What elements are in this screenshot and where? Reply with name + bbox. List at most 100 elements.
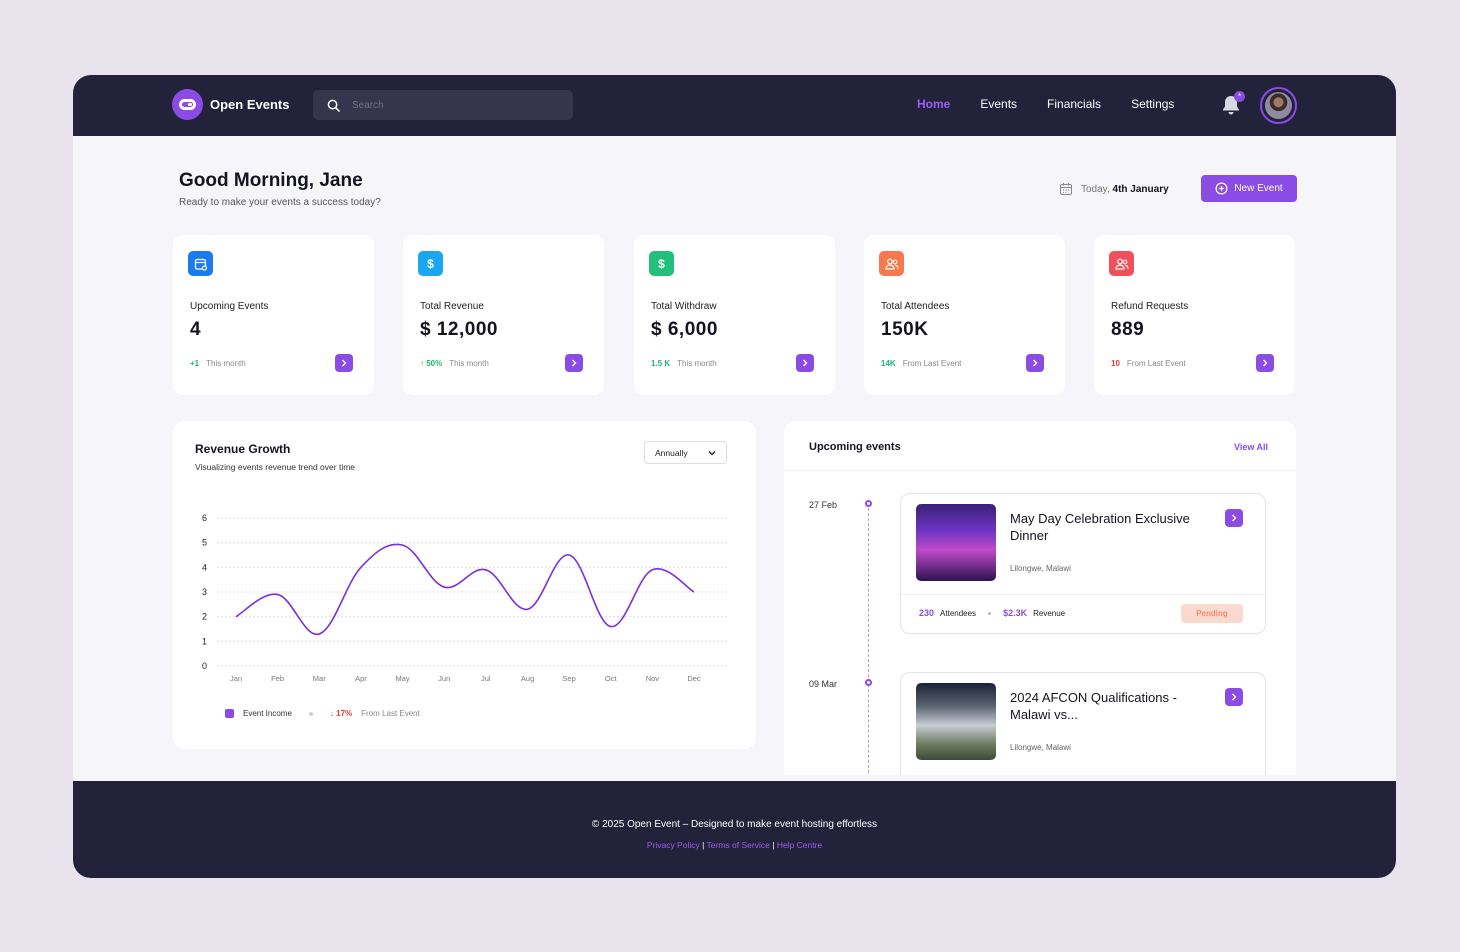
chevron-right-icon bbox=[803, 359, 808, 367]
users-icon bbox=[1109, 251, 1134, 276]
x-tick-label: Dec bbox=[687, 674, 701, 683]
calendar-icon bbox=[1060, 183, 1072, 195]
chevron-right-icon bbox=[572, 359, 577, 367]
footer-separator: | bbox=[702, 840, 705, 850]
series-line bbox=[235, 543, 695, 635]
stat-label: Total Attendees bbox=[881, 301, 950, 312]
event-card[interactable]: 2024 AFCON Qualifications - Malawi vs...… bbox=[900, 672, 1266, 775]
stat-value: $ 6,000 bbox=[651, 319, 718, 340]
legend-change-note: From Last Event bbox=[361, 709, 420, 718]
nav-home[interactable]: Home bbox=[917, 97, 951, 111]
upcoming-events-panel: Upcoming events View All 27 Feb May Day … bbox=[784, 421, 1296, 775]
period-select[interactable]: Annually bbox=[644, 441, 727, 464]
stat-detail-button[interactable] bbox=[1256, 354, 1274, 372]
stat-detail-button[interactable] bbox=[335, 354, 353, 372]
search-input[interactable] bbox=[352, 99, 552, 111]
attendees-label: Attendees bbox=[940, 608, 977, 618]
top-navigation-bar: Open Events Home Events Financials Setti… bbox=[73, 75, 1396, 136]
stat-change: +1 This month bbox=[190, 359, 246, 368]
view-all-link[interactable]: View All bbox=[1233, 442, 1268, 452]
event-card[interactable]: May Day Celebration Exclusive Dinner Lil… bbox=[900, 493, 1266, 634]
upcoming-title: Upcoming events bbox=[809, 441, 901, 453]
revenue-subtitle: Visualizing events revenue trend over ti… bbox=[195, 462, 356, 472]
footer-separator: | bbox=[772, 840, 775, 850]
x-tick-label: Feb bbox=[271, 674, 284, 683]
x-tick-label: Aug bbox=[521, 674, 534, 683]
stats-separator bbox=[988, 611, 992, 615]
chart-legend: Event Income ↓ 17% From Last Event bbox=[225, 709, 420, 718]
stat-change-note: This month bbox=[449, 359, 489, 368]
y-tick-label: 1 bbox=[202, 636, 207, 646]
timeline-dot bbox=[865, 679, 872, 686]
terms-of-service-link[interactable]: Terms of Service bbox=[706, 840, 770, 850]
search-icon bbox=[327, 99, 340, 112]
page-title: Good Morning, Jane bbox=[179, 170, 363, 191]
y-tick-label: 5 bbox=[202, 538, 207, 548]
stat-detail-button[interactable] bbox=[796, 354, 814, 372]
stat-change: 1.5 K This month bbox=[651, 359, 717, 368]
stat-label: Total Revenue bbox=[420, 301, 484, 312]
stat-detail-button[interactable] bbox=[1026, 354, 1044, 372]
stat-card-refund-requests: Refund Requests 889 10 From Last Event bbox=[1094, 235, 1295, 395]
revenue-growth-panel: Revenue Growth Visualizing events revenu… bbox=[173, 421, 756, 749]
logo-icon bbox=[172, 89, 203, 120]
x-tick-label: May bbox=[395, 674, 409, 683]
revenue-title: Revenue Growth bbox=[195, 442, 291, 456]
stat-change: ↑ 50% This month bbox=[420, 359, 489, 368]
event-name: May Day Celebration Exclusive Dinner bbox=[1010, 511, 1190, 543]
app-window: Open Events Home Events Financials Setti… bbox=[73, 75, 1396, 878]
footer-links: Privacy Policy | Terms of Service | Help… bbox=[73, 840, 1396, 850]
search-bar bbox=[313, 90, 573, 120]
event-location: Lilongwe, Malawi bbox=[1010, 743, 1071, 752]
divider bbox=[784, 470, 1296, 471]
notification-badge: * bbox=[1234, 91, 1245, 102]
stat-card-upcoming-events: Upcoming Events 4 +1 This month bbox=[173, 235, 374, 395]
x-tick-label: Jun bbox=[438, 674, 450, 683]
stat-change-note: This month bbox=[677, 359, 717, 368]
chevron-down-icon bbox=[708, 450, 716, 455]
nav-settings[interactable]: Settings bbox=[1131, 97, 1175, 111]
avatar-photo bbox=[1265, 92, 1292, 119]
notifications-button[interactable]: * bbox=[1219, 91, 1245, 117]
x-tick-label: Jan bbox=[230, 674, 242, 683]
stat-value: 889 bbox=[1111, 319, 1145, 340]
chevron-right-icon bbox=[1232, 514, 1237, 522]
attendees-count: 230 bbox=[919, 608, 935, 618]
today-date: Today, 4th January bbox=[1059, 182, 1169, 196]
period-value: Annually bbox=[655, 447, 688, 458]
nav-events[interactable]: Events bbox=[980, 97, 1018, 111]
y-tick-label: 6 bbox=[202, 513, 207, 523]
timeline-line bbox=[868, 503, 869, 775]
stat-value: $ 12,000 bbox=[420, 319, 498, 340]
x-tick-label: Nov bbox=[646, 674, 660, 683]
new-event-button[interactable]: New Event bbox=[1201, 175, 1297, 202]
event-detail-button[interactable] bbox=[1225, 688, 1243, 706]
stat-card-total-attendees: Total Attendees 150K 14K From Last Event bbox=[864, 235, 1065, 395]
stat-change: 14K From Last Event bbox=[881, 359, 961, 368]
legend-series-label: Event Income bbox=[243, 709, 292, 718]
x-tick-label: Apr bbox=[355, 674, 367, 683]
calendar-icon bbox=[188, 251, 213, 276]
brand-name: Open Events bbox=[210, 97, 290, 112]
brand-logo[interactable]: Open Events bbox=[172, 89, 289, 120]
x-tick-label: Mar bbox=[313, 674, 326, 683]
main-nav: Home Events Financials Settings bbox=[917, 97, 1174, 111]
y-tick-label: 0 bbox=[202, 661, 207, 671]
revenue-line-chart: 0 1 2 3 4 5 6 Jan Feb Mar Apr May Jun Jul Aug Sep Oct Nov… bbox=[202, 513, 727, 683]
nav-financials[interactable]: Financials bbox=[1047, 97, 1102, 111]
stat-label: Upcoming Events bbox=[190, 301, 269, 312]
stat-change-value: +1 bbox=[190, 359, 200, 368]
stat-change-note: From Last Event bbox=[902, 359, 962, 368]
event-detail-button[interactable] bbox=[1225, 509, 1243, 527]
divider bbox=[901, 594, 1265, 595]
chevron-right-icon bbox=[342, 359, 347, 367]
today-label: Today, bbox=[1081, 183, 1110, 195]
user-avatar[interactable] bbox=[1260, 87, 1297, 124]
dollar-icon: $ bbox=[649, 251, 674, 276]
stat-detail-button[interactable] bbox=[565, 354, 583, 372]
stat-label: Refund Requests bbox=[1111, 301, 1189, 312]
help-centre-link[interactable]: Help Centre bbox=[776, 840, 823, 850]
privacy-policy-link[interactable]: Privacy Policy bbox=[646, 840, 700, 850]
y-tick-label: 3 bbox=[202, 587, 207, 597]
event-name: 2024 AFCON Qualifications - Malawi vs... bbox=[1010, 690, 1177, 722]
